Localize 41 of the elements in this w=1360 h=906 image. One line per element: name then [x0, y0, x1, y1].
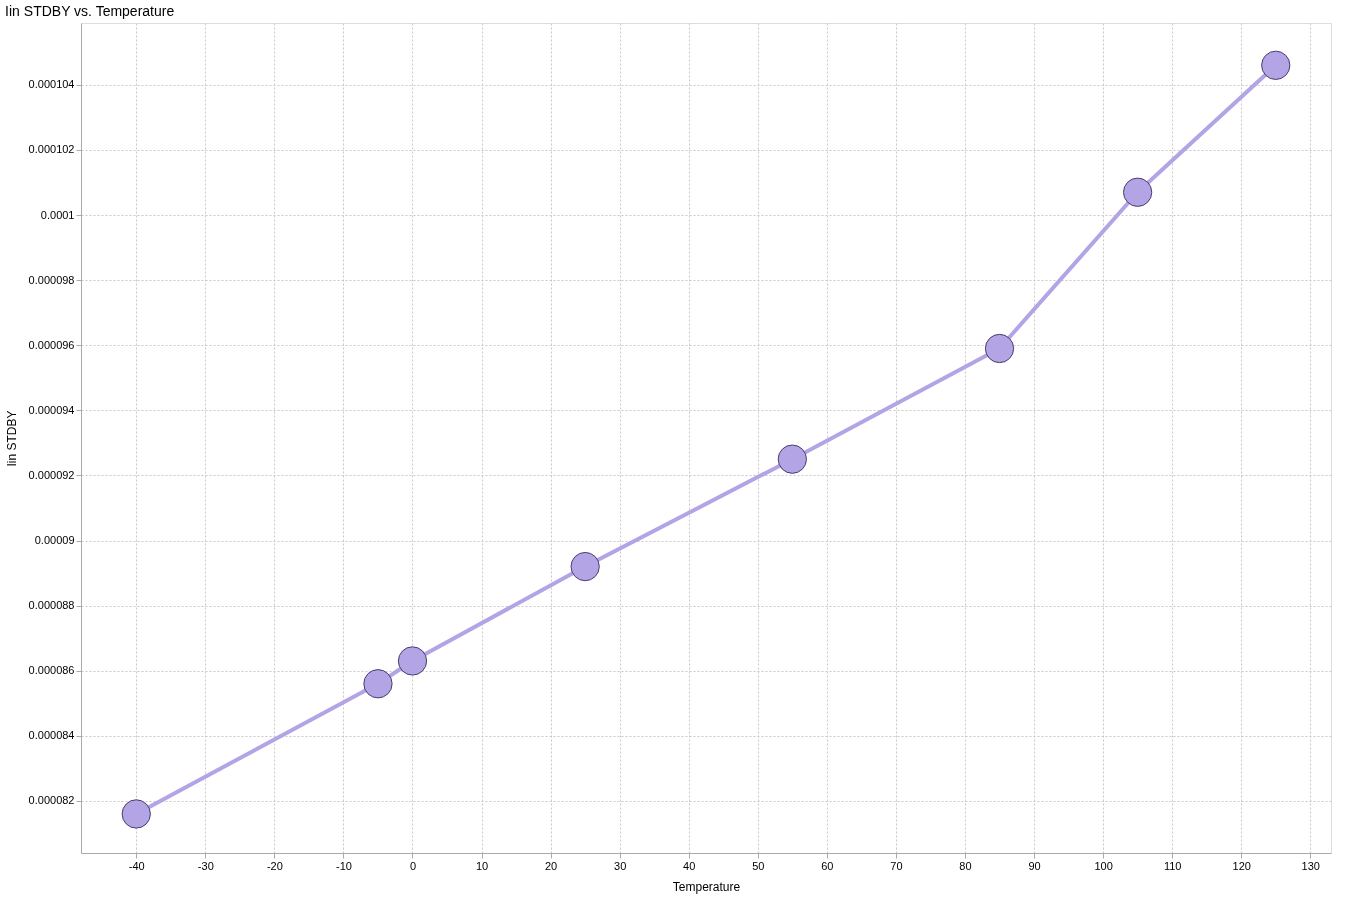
y-tick-label: 0.000084 [28, 729, 75, 742]
point [777, 444, 807, 474]
x-tick-label: 90 [1028, 859, 1041, 872]
y-tick-label: 0.000082 [28, 794, 75, 807]
chart-title: Iin STDBY vs. Temperature [5, 3, 175, 19]
point [121, 799, 151, 829]
y-tick-label: 0.0001 [40, 208, 75, 221]
y-tick-label: 0.000098 [28, 273, 75, 286]
x-tick-label: -20 [266, 859, 283, 872]
x-tick-label: 110 [1163, 859, 1182, 872]
point [363, 669, 393, 699]
x-tick-label: 80 [959, 859, 972, 872]
x-tick-label: 130 [1301, 859, 1320, 872]
y-tick-label: 0.000086 [28, 664, 75, 677]
y-tick-label: 0.000092 [28, 468, 75, 481]
x-tick-label: 50 [752, 859, 765, 872]
x-tick-label: -40 [128, 859, 145, 872]
point [397, 646, 428, 676]
point [1122, 177, 1153, 207]
point [984, 333, 1015, 364]
x-tick-label: 10 [475, 859, 489, 872]
y-tick-label: 0.000104 [28, 78, 75, 91]
x-tick-label: -10 [335, 859, 352, 872]
y-tick-label: 0.000102 [28, 143, 75, 156]
point [570, 551, 600, 582]
x-tick-label: 100 [1094, 859, 1113, 872]
y-tick-label: 0.000094 [28, 403, 75, 416]
x-tick-label: 40 [683, 859, 696, 872]
x-tick-label: 20 [544, 859, 558, 872]
x-tick-label: 0 [409, 859, 417, 872]
x-axis-title: Temperature [672, 879, 741, 894]
x-tick-label: -30 [197, 859, 214, 872]
point [1261, 50, 1291, 80]
y-axis-title: Iin STDBY [4, 410, 19, 467]
x-tick-label: 30 [614, 859, 627, 872]
x-tick-label: 70 [890, 859, 903, 872]
y-tick-label: 0.000088 [28, 599, 75, 612]
x-tick-label: 60 [821, 859, 834, 872]
y-tick-label: 0.00009 [34, 534, 75, 547]
y-tick-label: 0.000096 [28, 338, 75, 351]
x-tick-label: 120 [1232, 859, 1251, 872]
